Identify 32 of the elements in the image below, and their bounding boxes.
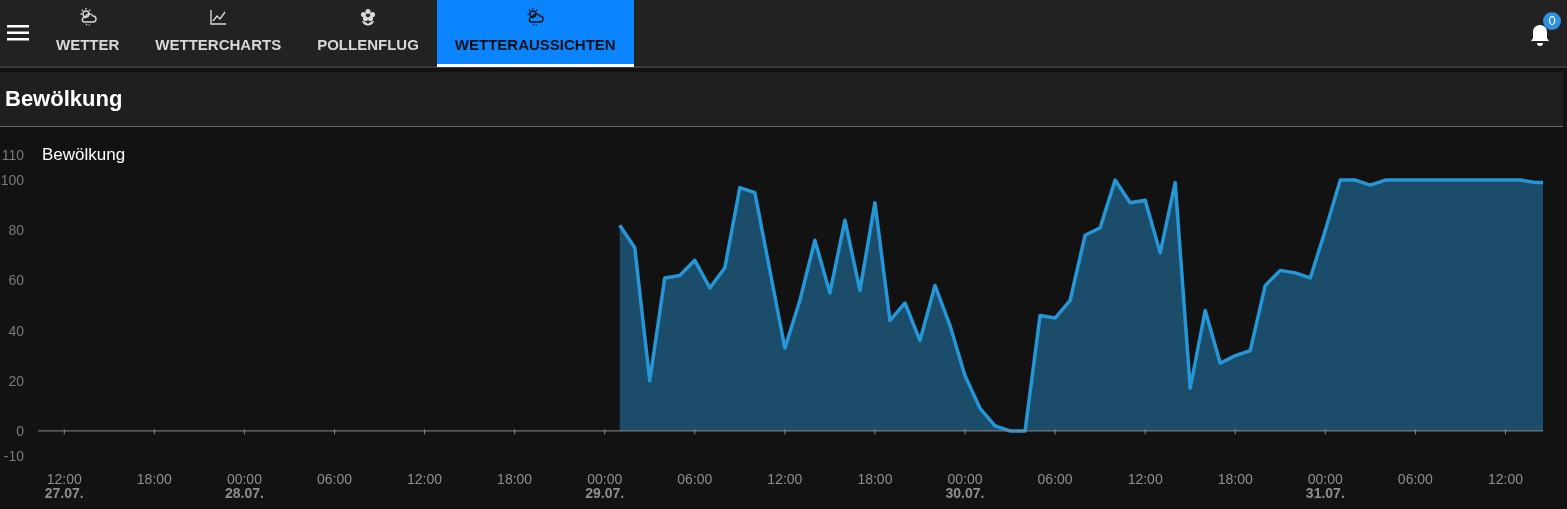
x-tick-label: 12:00 (1487, 471, 1524, 487)
y-tick-label: 40 (8, 322, 25, 339)
y-tick-label: 60 (8, 272, 25, 289)
chart-title: Bewölkung (5, 86, 123, 112)
y-tick-label: 0 (16, 422, 25, 439)
text: POLLENFLUG (317, 36, 419, 53)
text: WETTER (56, 36, 120, 53)
x-tick-label: 18:00 (1217, 471, 1253, 487)
text: 0 (1543, 12, 1561, 30)
x-tick-label: 12:00 (767, 471, 803, 487)
y-tick-label: 110 (1, 147, 25, 163)
x-tick-label: 06:00 (677, 471, 713, 487)
y-tick-label: 20 (8, 372, 25, 389)
x-tick-label: 00:00 29.07. (585, 471, 625, 501)
x-tick-label: 06:00 (316, 471, 353, 487)
x-tick-label: 12:00 (1127, 471, 1163, 487)
y-tick-label: 100 (0, 172, 25, 189)
x-tick-label: 06:00 (1397, 471, 1434, 487)
x-tick-label: 18:00 (497, 471, 533, 487)
x-tick-label: 12:00 (407, 471, 443, 487)
x-tick-label: 00:00 28.07. (224, 471, 264, 501)
text: WETTERAUSSICHTEN (454, 36, 616, 53)
x-tick-label: 12:00 27.07. (44, 471, 84, 501)
x-tick-label: 18:00 (136, 471, 173, 487)
x-tick-label: 06:00 (1037, 471, 1073, 487)
x-tick-label: 00:00 31.07. (1305, 471, 1345, 501)
text: WETTERCHARTS (155, 36, 282, 53)
x-tick-label: 18:00 (857, 471, 893, 487)
y-tick-label: -10 (3, 448, 25, 464)
x-tick-label: 00:00 30.07. (945, 471, 985, 501)
text: Bewölkung (42, 145, 126, 165)
y-tick-label: 80 (8, 222, 25, 239)
